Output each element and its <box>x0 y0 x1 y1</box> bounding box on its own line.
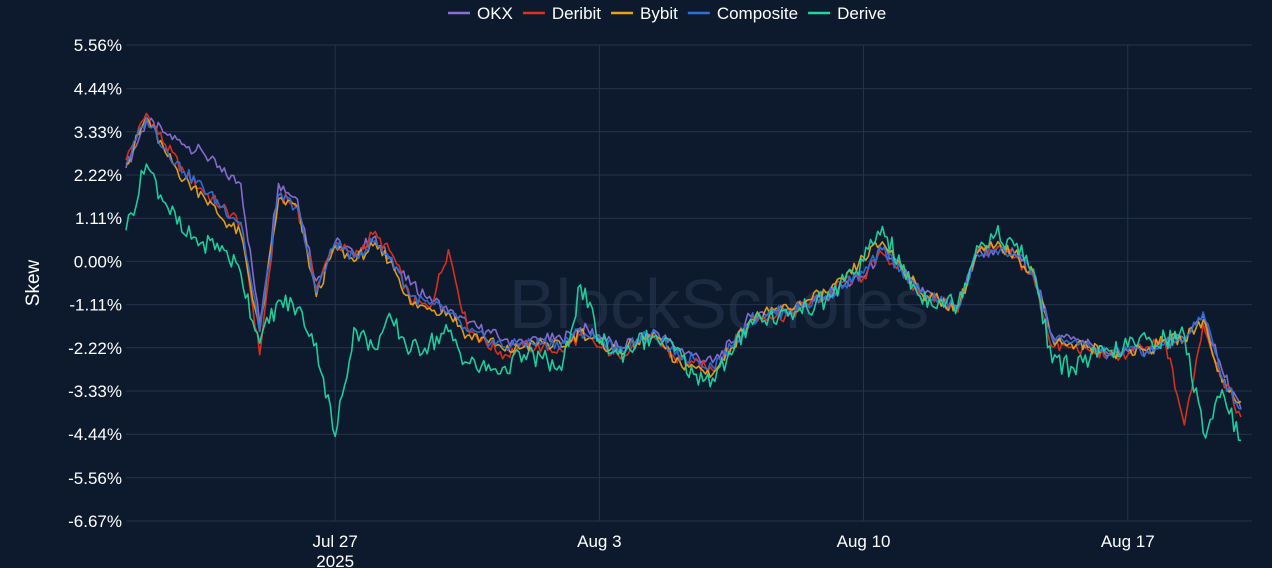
y-axis-title: Skew <box>23 259 44 306</box>
legend-item-okx[interactable]: OKX <box>448 4 513 23</box>
legend-label: Deribit <box>552 4 601 23</box>
legend-item-deribit[interactable]: Deribit <box>522 4 601 23</box>
y-tick-label: -2.22% <box>68 339 122 358</box>
series-lines <box>125 112 1242 442</box>
y-tick-label: 2.22% <box>74 166 122 185</box>
y-tick-label: 0.00% <box>74 252 122 271</box>
legend-label: Bybit <box>640 4 678 23</box>
x-tick-label: Aug 17 <box>1101 532 1155 551</box>
x-tick-year: 2025 <box>316 552 354 568</box>
legend[interactable]: OKX Deribit Bybit Composite Derive <box>448 4 886 23</box>
y-tick-label: -6.67% <box>68 512 122 531</box>
y-tick-label: 5.56% <box>74 36 122 55</box>
y-tick-label: 4.44% <box>74 80 122 99</box>
series-line-derive <box>125 163 1242 442</box>
legend-item-bybit[interactable]: Bybit <box>611 4 678 23</box>
legend-label: Composite <box>717 4 798 23</box>
y-tick-label: -4.44% <box>68 425 122 444</box>
x-tick-label: Aug 3 <box>577 532 621 551</box>
legend-label: OKX <box>477 4 513 23</box>
series-line-okx <box>125 117 1242 410</box>
series-line-composite <box>125 116 1242 411</box>
y-tick-label: -3.33% <box>68 382 122 401</box>
grid <box>126 44 1252 522</box>
x-tick-label: Aug 10 <box>837 532 891 551</box>
y-tick-label: -1.11% <box>69 296 122 315</box>
y-tick-label: 1.11% <box>75 209 122 228</box>
y-tick-label: 3.33% <box>74 123 122 142</box>
y-tick-label: -5.56% <box>68 469 122 488</box>
axes: 5.56% 4.44% 3.33% 2.22% 1.11% 0.00% -1.11% -2.2… <box>68 36 1155 568</box>
legend-label: Derive <box>837 4 886 23</box>
legend-item-composite[interactable]: Composite <box>687 4 798 23</box>
x-tick-label: Jul 27 <box>312 532 357 551</box>
series-line-bybit <box>125 116 1242 404</box>
legend-item-derive[interactable]: Derive <box>808 4 886 23</box>
